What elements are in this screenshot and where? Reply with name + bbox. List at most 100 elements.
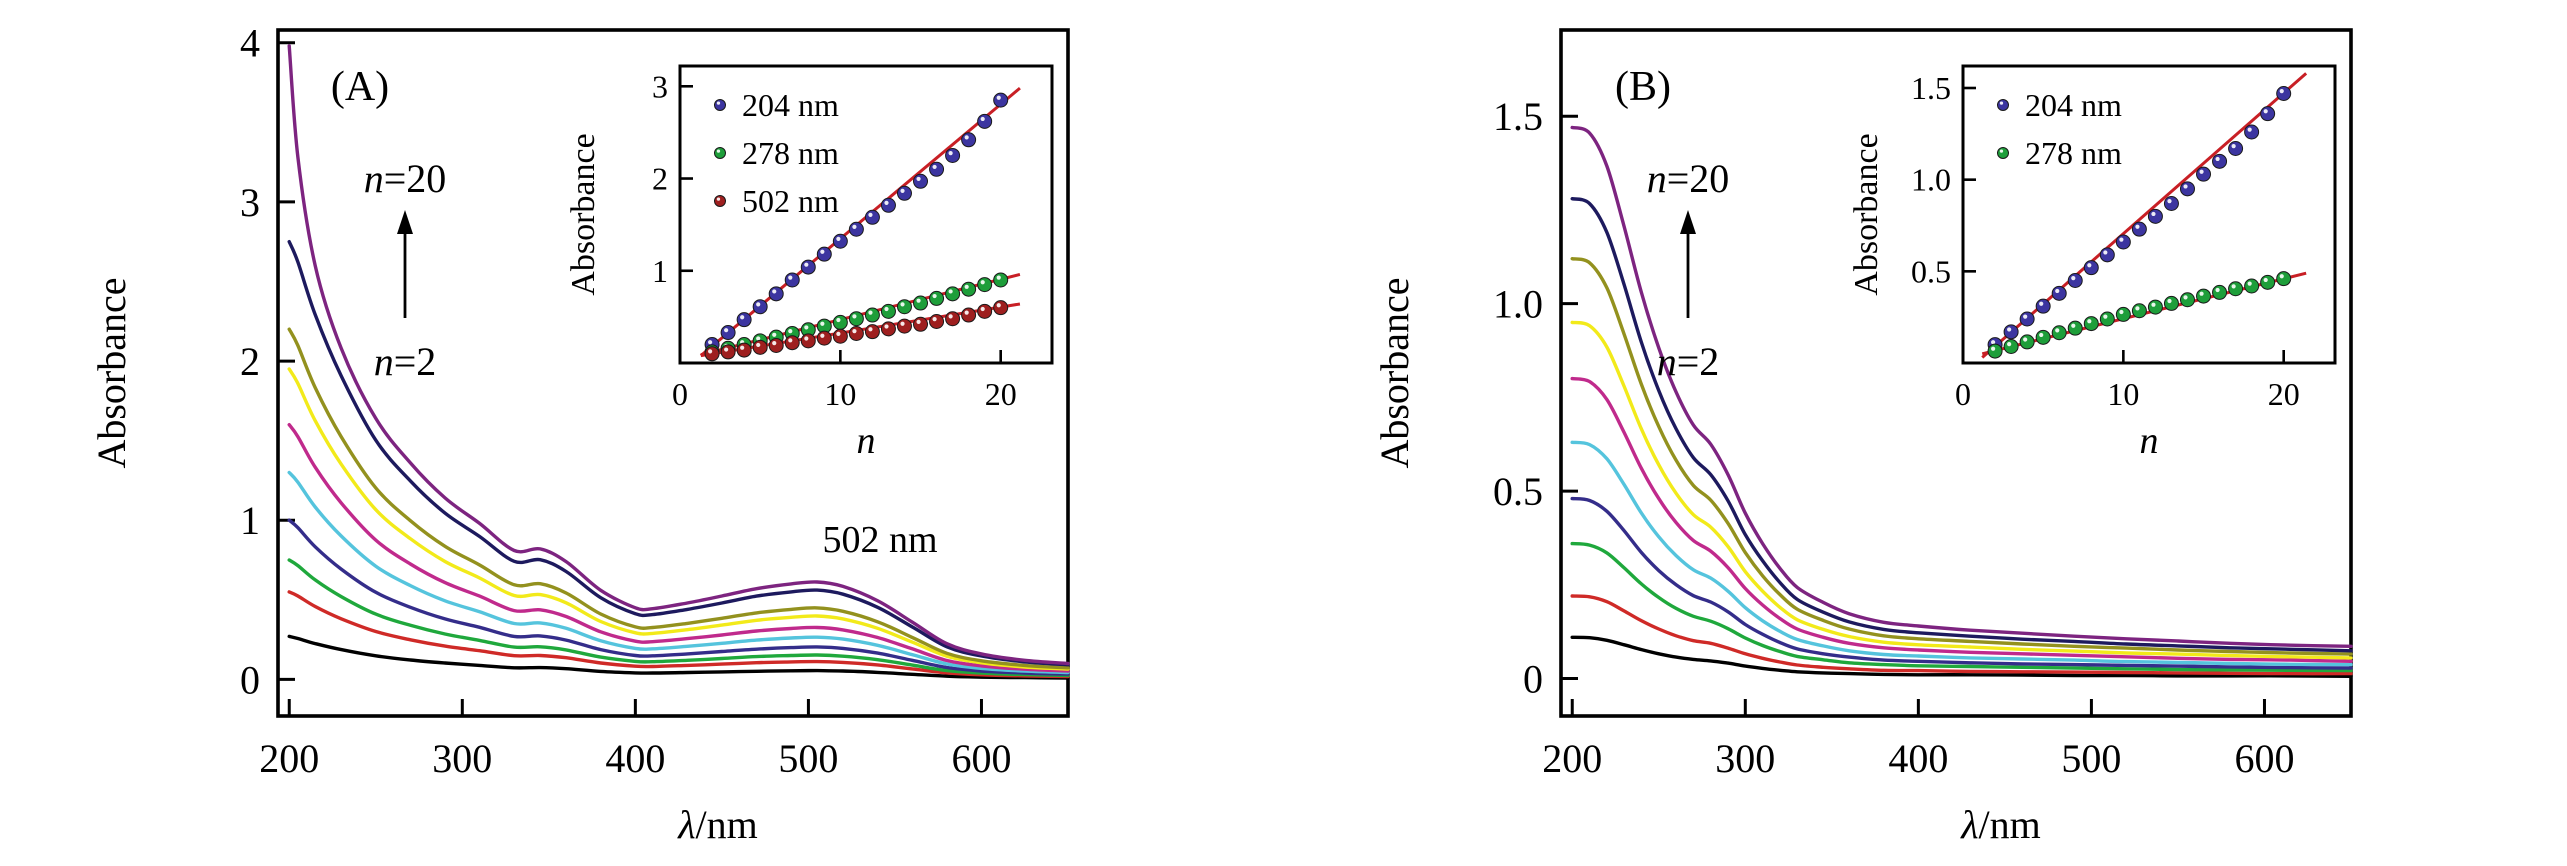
x-axis-label: λ/nm (1960, 802, 2041, 847)
data-point (977, 113, 993, 129)
data-point (945, 311, 961, 327)
y-tick-label: 4 (240, 21, 260, 66)
x-tick-label: 500 (778, 736, 838, 781)
data-point (752, 299, 768, 315)
data-point (2067, 273, 2083, 288)
data-point (2083, 260, 2099, 276)
data-point (993, 300, 1009, 316)
spectrum-curve-n=12 (1570, 376, 2353, 663)
spectrum-curve-n=10 (1570, 440, 2353, 667)
data-point (2260, 274, 2276, 290)
data-point (2228, 141, 2244, 156)
data-point (848, 221, 864, 237)
annotation-n-bottom: n=2 (374, 339, 437, 384)
data-point (2260, 106, 2276, 122)
spectrum-curve-n=20 (1570, 125, 2353, 648)
inset-x-tick-label: 20 (2268, 376, 2300, 412)
data-point (896, 299, 912, 315)
data-point (929, 313, 945, 329)
data-point (2115, 306, 2131, 322)
annotation-n-top: n=20 (364, 156, 447, 201)
spectrum-curve-n=8 (1570, 496, 2353, 670)
data-point (961, 307, 977, 323)
inset-x-tick-label: 20 (985, 376, 1017, 412)
x-tick-label: 200 (259, 736, 319, 781)
data-point (2019, 311, 2035, 327)
inset-x-tick-label: 10 (824, 376, 856, 412)
spectrum-curve-n=16 (1570, 257, 2353, 656)
data-point (945, 286, 961, 302)
inset-x-tick-label: 0 (1955, 376, 1971, 412)
data-point (832, 328, 848, 344)
legend-label: 278 nm (742, 135, 839, 171)
legend-marker (714, 147, 726, 159)
data-point (2019, 334, 2035, 350)
data-point (832, 314, 848, 330)
inset-y-tick-label: 0.5 (1911, 253, 1951, 289)
y-tick-label: 0 (240, 657, 260, 702)
data-point (736, 312, 752, 328)
spectrum-curve-n=20 (287, 44, 1070, 666)
y-axis-label: Absorbance (1372, 277, 1417, 468)
data-point (945, 147, 961, 163)
data-point (2099, 247, 2115, 263)
spectrum-curve-n=14 (1570, 320, 2353, 660)
data-point (2276, 271, 2292, 287)
legend-label: 502 nm (742, 183, 839, 219)
data-point (800, 259, 816, 275)
inset-x-tick-label: 0 (672, 376, 688, 412)
data-point (720, 325, 736, 341)
data-point (2147, 208, 2163, 224)
x-tick-label: 200 (1542, 736, 1602, 781)
spectrum-curve-n=2 (1570, 635, 2353, 678)
data-point (2131, 221, 2147, 237)
annotation-arrow-head (397, 210, 413, 234)
inset-scatter-204nm (704, 92, 1009, 353)
inset-fit-line-204nm (1981, 72, 2308, 359)
legend-label: 204 nm (742, 87, 839, 123)
inset-y-tick-label: 1 (652, 253, 668, 289)
data-point (2067, 320, 2083, 336)
inset-x-tick-label: 10 (2107, 376, 2139, 412)
spectrum-curve-n=18 (287, 240, 1070, 667)
data-point (2035, 298, 2051, 314)
spectrum-curve-n=10 (287, 470, 1070, 675)
data-point (2115, 234, 2131, 250)
data-point (929, 161, 945, 177)
x-tick-label: 300 (1715, 736, 1775, 781)
data-point (880, 321, 896, 337)
panel-a-spectra-chart: 200 300 400 500 60001234Absorbanceλ/nm(A)n=2… (89, 21, 1070, 847)
panel-label: (B) (1615, 64, 1671, 110)
spectrum-curve-n=8 (287, 518, 1070, 676)
data-point (736, 342, 752, 358)
data-point (2131, 303, 2147, 319)
inset-plot: 0 10 20 1 2 3 Absorbance n 204 nm 278 nm 502 nm (565, 64, 1054, 462)
x-tick-label: 400 (605, 736, 665, 781)
x-tick-label: 600 (951, 736, 1011, 781)
data-point (2244, 278, 2260, 294)
spectrum-curve-n=16 (287, 327, 1070, 670)
data-point (864, 324, 880, 340)
data-point (768, 337, 784, 353)
data-point (929, 290, 945, 306)
annotation-arrow-head (1680, 210, 1696, 234)
data-point (896, 185, 912, 201)
data-point (2212, 284, 2228, 300)
y-tick-label: 1.5 (1493, 94, 1543, 139)
y-tick-label: 1.0 (1493, 282, 1543, 327)
data-point (913, 173, 929, 189)
spectrum-curve-n=4 (287, 590, 1070, 679)
x-tick-label: 600 (2234, 736, 2294, 781)
data-point (2212, 153, 2228, 169)
spectrum-curve-n=14 (287, 367, 1070, 671)
data-point (784, 272, 800, 288)
inset-x-axis-label: n (2140, 420, 2159, 462)
data-point (2003, 324, 2019, 340)
data-point (2035, 329, 2051, 345)
y-tick-label: 0 (1523, 657, 1543, 702)
plot-frame (276, 28, 1070, 718)
data-point (864, 209, 880, 225)
data-point (832, 233, 848, 249)
data-point (880, 303, 896, 319)
x-tick-label: 500 (2061, 736, 2121, 781)
